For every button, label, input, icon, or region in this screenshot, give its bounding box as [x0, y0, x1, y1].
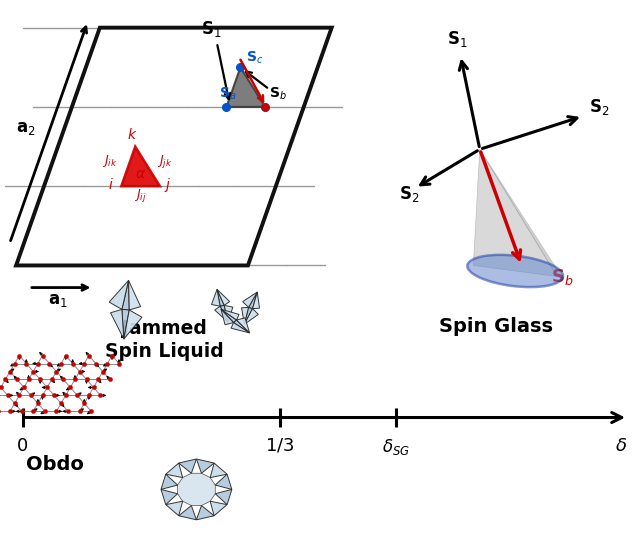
Text: $\mathbf{a}_2$: $\mathbf{a}_2$ — [16, 119, 36, 137]
Polygon shape — [244, 309, 258, 324]
Polygon shape — [111, 310, 124, 339]
Polygon shape — [210, 463, 227, 478]
Text: $\mathbf{S}_b$: $\mathbf{S}_b$ — [269, 86, 287, 102]
Text: $\mathbf{S}_2$: $\mathbf{S}_2$ — [399, 184, 419, 204]
Polygon shape — [217, 289, 224, 306]
Text: $\mathbf{S}_a$: $\mathbf{S}_a$ — [219, 86, 236, 102]
Text: $\alpha$: $\alpha$ — [135, 167, 146, 181]
Polygon shape — [221, 309, 239, 320]
Text: $i$: $i$ — [108, 177, 114, 192]
Ellipse shape — [468, 255, 563, 287]
Polygon shape — [214, 306, 228, 322]
Text: $1/3$: $1/3$ — [265, 437, 295, 455]
Text: $\mathbf{S}_c$: $\mathbf{S}_c$ — [245, 50, 263, 66]
Polygon shape — [161, 489, 178, 504]
Polygon shape — [224, 305, 233, 322]
Polygon shape — [215, 489, 232, 504]
Polygon shape — [221, 309, 234, 325]
Polygon shape — [473, 149, 557, 276]
Polygon shape — [161, 474, 178, 489]
Polygon shape — [231, 322, 250, 333]
Polygon shape — [129, 280, 140, 310]
Text: $J_{jk}$: $J_{jk}$ — [156, 153, 172, 170]
Polygon shape — [122, 310, 129, 339]
Polygon shape — [215, 474, 232, 489]
Polygon shape — [217, 289, 230, 305]
Polygon shape — [220, 305, 228, 322]
Polygon shape — [178, 473, 215, 505]
Text: $J_{ik}$: $J_{ik}$ — [102, 153, 118, 169]
Polygon shape — [121, 147, 160, 186]
Text: Jammed
Spin Liquid: Jammed Spin Liquid — [105, 319, 223, 361]
Polygon shape — [211, 289, 220, 306]
Polygon shape — [124, 310, 142, 339]
Polygon shape — [166, 501, 183, 516]
Text: $\mathbf{S}_2$: $\mathbf{S}_2$ — [589, 97, 610, 117]
Text: $j$: $j$ — [164, 176, 171, 194]
Text: $\delta_{SG}$: $\delta_{SG}$ — [382, 437, 410, 457]
Text: 0: 0 — [17, 437, 28, 455]
Text: Obdo: Obdo — [26, 455, 84, 474]
Text: $\mathbf{S}_1$: $\mathbf{S}_1$ — [447, 29, 468, 49]
Polygon shape — [166, 463, 183, 478]
Polygon shape — [178, 505, 196, 520]
Polygon shape — [234, 320, 250, 333]
Polygon shape — [249, 292, 258, 309]
Polygon shape — [122, 280, 129, 310]
Polygon shape — [236, 318, 250, 333]
Polygon shape — [178, 459, 196, 473]
Polygon shape — [196, 459, 214, 473]
Polygon shape — [252, 292, 260, 309]
Text: $\mathbf{S}_b$: $\mathbf{S}_b$ — [551, 267, 573, 287]
Polygon shape — [244, 307, 252, 324]
Polygon shape — [210, 501, 227, 516]
Text: Spin Glass: Spin Glass — [439, 317, 553, 336]
Polygon shape — [221, 309, 236, 322]
Polygon shape — [227, 67, 265, 107]
Polygon shape — [196, 505, 214, 520]
Text: $J_{ij}$: $J_{ij}$ — [135, 187, 147, 205]
Text: $\delta$: $\delta$ — [616, 437, 627, 455]
Polygon shape — [243, 292, 258, 307]
Text: $k$: $k$ — [128, 127, 138, 142]
Polygon shape — [480, 149, 564, 279]
Text: $\mathbf{S}_1$: $\mathbf{S}_1$ — [201, 19, 222, 39]
Polygon shape — [109, 280, 129, 310]
Polygon shape — [242, 307, 249, 324]
Text: $\mathbf{a}_1$: $\mathbf{a}_1$ — [48, 291, 68, 309]
